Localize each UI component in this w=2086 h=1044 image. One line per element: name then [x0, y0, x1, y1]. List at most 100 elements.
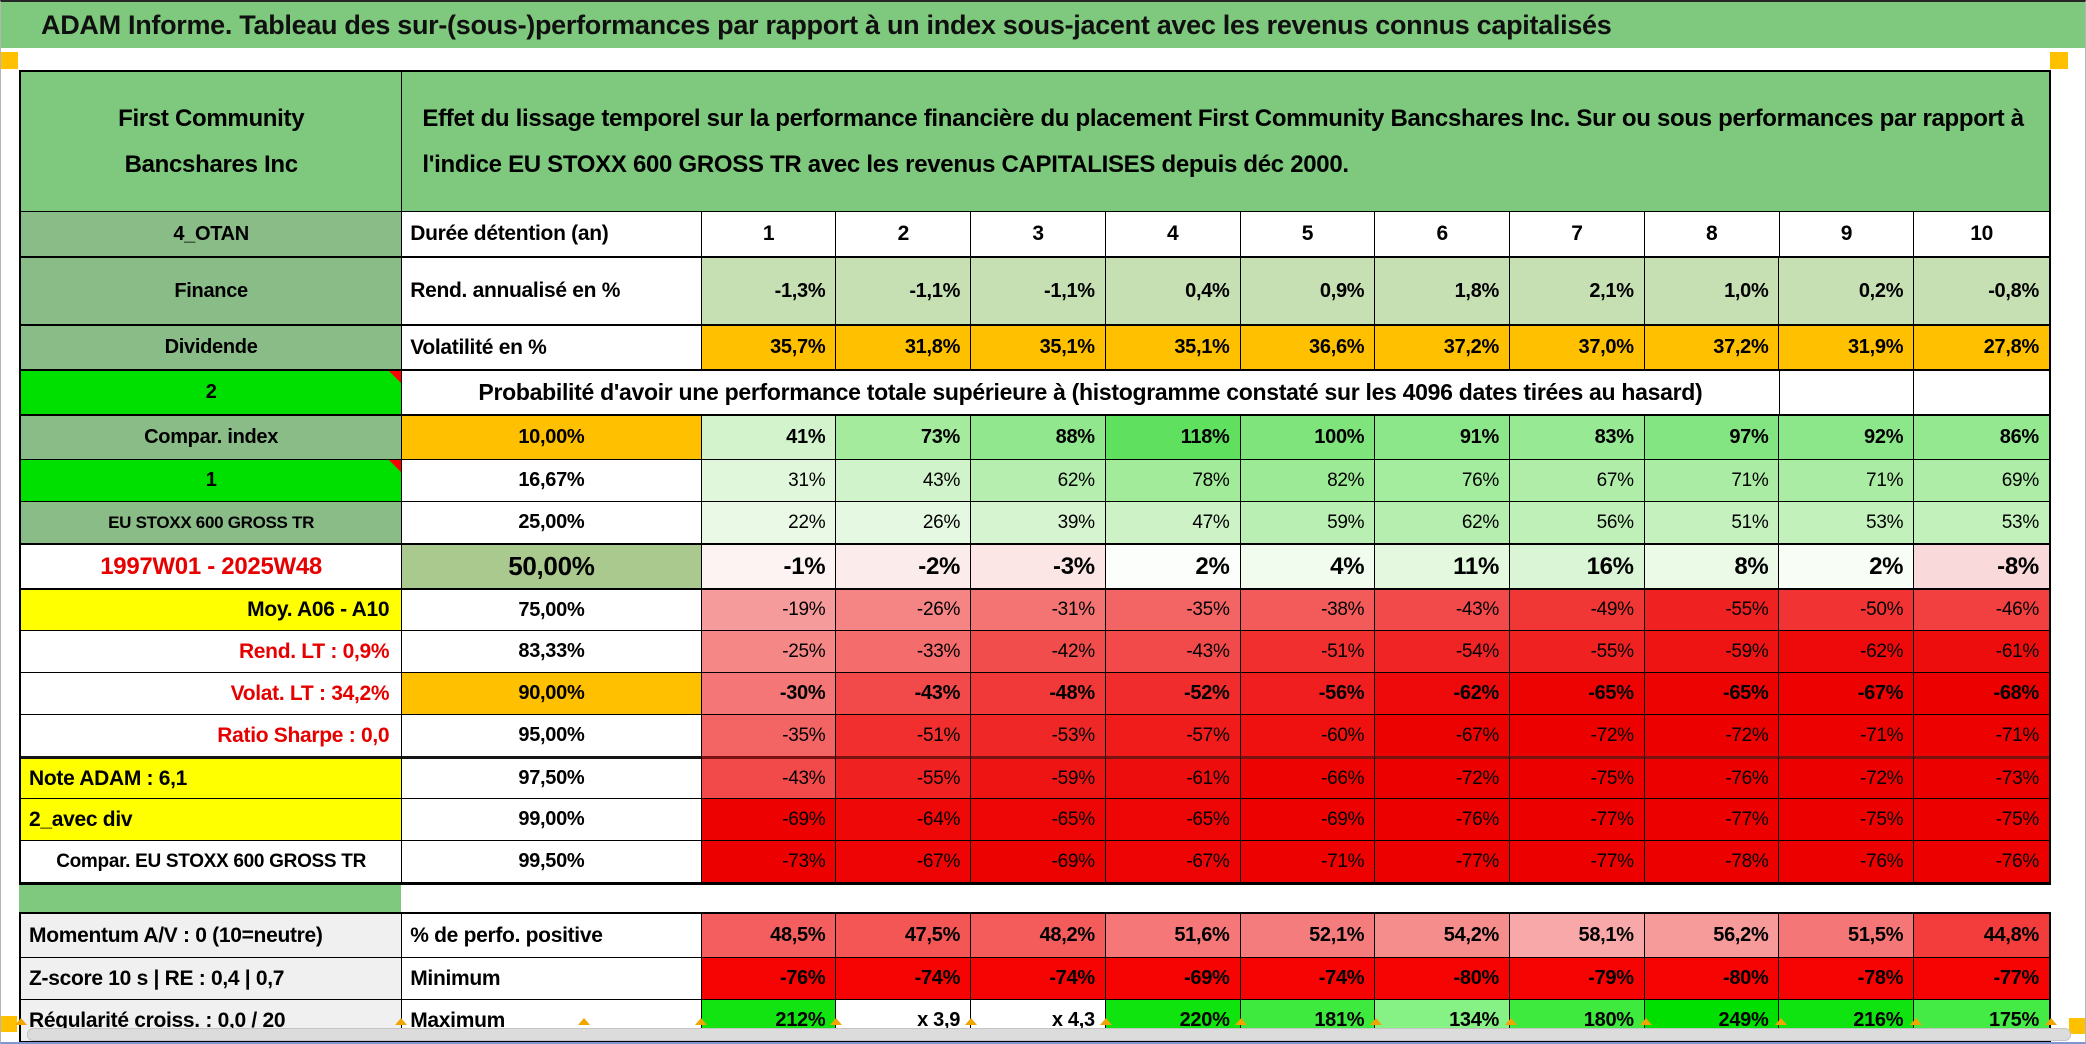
cell-p1667-c1[interactable]: 31% — [701, 459, 837, 501]
cell-p95-c7[interactable]: -72% — [1510, 714, 1645, 756]
cell-p25-c7[interactable]: 56% — [1509, 501, 1645, 543]
cell-p8333-c6[interactable]: -54% — [1375, 630, 1511, 672]
cell-p1667-c3[interactable]: 62% — [971, 459, 1106, 501]
cell-rend-c2[interactable]: -1,1% — [836, 256, 972, 324]
cell-perfo-c3[interactable]: 48,2% — [971, 914, 1106, 957]
cell-vol-c1[interactable]: 35,7% — [701, 324, 837, 369]
cell-p8333-c10[interactable]: -61% — [1914, 630, 2049, 672]
row-header-p25[interactable]: 25,00% — [402, 501, 702, 543]
cell-p25-c5[interactable]: 59% — [1240, 501, 1376, 543]
cell-p25-c8[interactable]: 51% — [1644, 501, 1780, 543]
cell-p25-c3[interactable]: 39% — [971, 501, 1106, 543]
cell-vol-c10[interactable]: 27,8% — [1914, 324, 2049, 369]
cell-p995-c1[interactable]: -73% — [701, 840, 837, 882]
row-header-p99[interactable]: 99,00% — [402, 798, 702, 840]
cell-p995-c9[interactable]: -76% — [1779, 840, 1915, 882]
cell-p50-c1[interactable]: -1% — [701, 543, 837, 588]
cell-p995-c8[interactable]: -78% — [1644, 840, 1780, 882]
cell-p90-c5[interactable]: -56% — [1240, 672, 1376, 714]
cell-p1667-c2[interactable]: 43% — [836, 459, 972, 501]
cell-min-c4[interactable]: -69% — [1105, 957, 1241, 999]
description-cell[interactable]: Effet du lissage temporel sur la perform… — [402, 72, 2049, 211]
cell-duree-c5[interactable]: 5 — [1240, 211, 1376, 256]
cell-p75-c9[interactable]: -50% — [1779, 588, 1915, 630]
cell-p95-c2[interactable]: -51% — [836, 714, 972, 756]
cell-p90-c7[interactable]: -65% — [1510, 672, 1645, 714]
row-header-p8333[interactable]: 83,33% — [402, 630, 702, 672]
row-header-perfo[interactable]: % de perfo. positive — [402, 914, 702, 957]
cell-p10-c8[interactable]: 97% — [1644, 414, 1780, 459]
cell-proba-c2[interactable] — [1914, 369, 2049, 414]
row-header-p975[interactable]: 97,50% — [402, 756, 702, 798]
cell-p25-c1[interactable]: 22% — [701, 501, 837, 543]
cell-p1667-c4[interactable]: 78% — [1105, 459, 1241, 501]
cell-p95-c3[interactable]: -53% — [971, 714, 1106, 756]
cell-p10-c6[interactable]: 91% — [1375, 414, 1510, 459]
cell-duree-c3[interactable]: 3 — [971, 211, 1106, 256]
cell-p995-c3[interactable]: -69% — [971, 840, 1106, 882]
cell-p975-c4[interactable]: -61% — [1105, 756, 1241, 798]
cell-perfo-c4[interactable]: 51,6% — [1105, 914, 1241, 957]
cell-p50-c10[interactable]: -8% — [1914, 543, 2049, 588]
cell-p975-c3[interactable]: -59% — [971, 756, 1106, 798]
cell-vol-c7[interactable]: 37,0% — [1510, 324, 1645, 369]
cell-p95-c10[interactable]: -71% — [1914, 714, 2049, 756]
cell-p99-c7[interactable]: -77% — [1510, 798, 1645, 840]
cell-min-c7[interactable]: -79% — [1510, 957, 1645, 999]
cell-perfo-c6[interactable]: 54,2% — [1375, 914, 1511, 957]
cell-p99-c5[interactable]: -69% — [1240, 798, 1376, 840]
cell-p25-c2[interactable]: 26% — [836, 501, 972, 543]
cell-p8333-c3[interactable]: -42% — [971, 630, 1106, 672]
cell-p995-c4[interactable]: -67% — [1105, 840, 1241, 882]
cell-p8333-c1[interactable]: -25% — [701, 630, 837, 672]
cell-p8333-c8[interactable]: -59% — [1644, 630, 1780, 672]
cell-p10-c5[interactable]: 100% — [1240, 414, 1376, 459]
cell-p10-c7[interactable]: 83% — [1509, 414, 1645, 459]
cell-p8333-c2[interactable]: -33% — [836, 630, 972, 672]
cell-p50-c7[interactable]: 16% — [1509, 543, 1645, 588]
cell-p90-c8[interactable]: -65% — [1644, 672, 1780, 714]
cell-p75-c4[interactable]: -35% — [1105, 588, 1241, 630]
cell-p75-c8[interactable]: -55% — [1644, 588, 1780, 630]
cell-rend-c7[interactable]: 2,1% — [1510, 256, 1645, 324]
cell-min-c3[interactable]: -74% — [971, 957, 1106, 999]
cell-p90-c1[interactable]: -30% — [701, 672, 837, 714]
cell-duree-c9[interactable]: 9 — [1779, 211, 1915, 256]
cell-p50-c3[interactable]: -3% — [971, 543, 1106, 588]
row-header-p75[interactable]: 75,00% — [402, 588, 702, 630]
cell-p95-c8[interactable]: -72% — [1644, 714, 1780, 756]
row-label-perfo[interactable]: Momentum A/V : 0 (10=neutre) — [21, 914, 403, 957]
cell-rend-c10[interactable]: -0,8% — [1914, 256, 2049, 324]
row-label-p75[interactable]: Moy. A06 - A10 — [21, 588, 403, 630]
cell-p99-c9[interactable]: -75% — [1779, 798, 1915, 840]
cell-p95-c9[interactable]: -71% — [1779, 714, 1915, 756]
cell-perfo-c10[interactable]: 44,8% — [1914, 914, 2049, 957]
cell-p90-c9[interactable]: -67% — [1779, 672, 1915, 714]
cell-p1667-c10[interactable]: 69% — [1914, 459, 2049, 501]
row-header-rend[interactable]: Rend. annualisé en % — [402, 256, 702, 324]
cell-perfo-c5[interactable]: 52,1% — [1240, 914, 1376, 957]
cell-p75-c3[interactable]: -31% — [971, 588, 1106, 630]
cell-perfo-c8[interactable]: 56,2% — [1644, 914, 1780, 957]
cell-p1667-c6[interactable]: 76% — [1375, 459, 1510, 501]
cell-p75-c2[interactable]: -26% — [836, 588, 972, 630]
cell-p90-c4[interactable]: -52% — [1105, 672, 1241, 714]
cell-rend-c4[interactable]: 0,4% — [1105, 256, 1241, 324]
cell-vol-c8[interactable]: 37,2% — [1644, 324, 1780, 369]
cell-p90-c2[interactable]: -43% — [836, 672, 972, 714]
row-label-p975[interactable]: Note ADAM : 6,1 — [21, 756, 403, 798]
cell-vol-c2[interactable]: 31,8% — [836, 324, 972, 369]
cell-p75-c10[interactable]: -46% — [1914, 588, 2049, 630]
cell-rend-c6[interactable]: 1,8% — [1375, 256, 1510, 324]
row-label-p10[interactable]: Compar. index — [21, 414, 403, 459]
cell-p99-c6[interactable]: -76% — [1375, 798, 1510, 840]
row-label-proba[interactable]: 2 — [21, 369, 403, 414]
cell-p50-c5[interactable]: 4% — [1240, 543, 1376, 588]
cell-duree-c1[interactable]: 1 — [701, 211, 837, 256]
cell-vol-c3[interactable]: 35,1% — [971, 324, 1106, 369]
cell-p90-c3[interactable]: -48% — [971, 672, 1106, 714]
cell-p50-c2[interactable]: -2% — [836, 543, 972, 588]
cell-min-c1[interactable]: -76% — [701, 957, 837, 999]
cell-p975-c10[interactable]: -73% — [1914, 756, 2049, 798]
cell-p75-c7[interactable]: -49% — [1510, 588, 1645, 630]
